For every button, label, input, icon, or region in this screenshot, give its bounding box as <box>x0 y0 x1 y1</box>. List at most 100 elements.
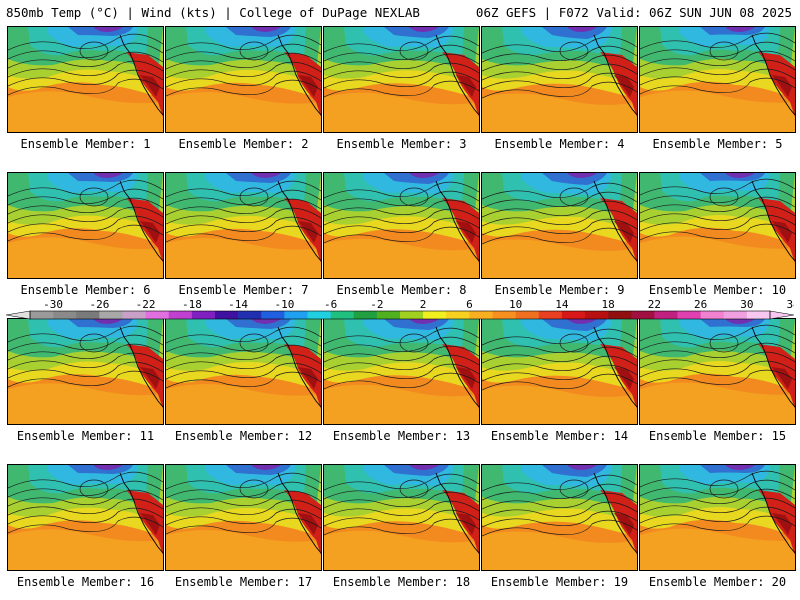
colorbar-tick-label: 2 <box>420 298 427 311</box>
ensemble-map <box>481 318 638 425</box>
colorbar-swatch <box>238 311 262 319</box>
colorbar-tick-label: 26 <box>694 298 707 311</box>
colorbar-swatch <box>723 311 748 319</box>
ensemble-member-label: Ensemble Member: 11 <box>16 429 155 443</box>
ensemble-map <box>323 26 480 133</box>
ensemble-map <box>323 464 480 571</box>
colorbar-swatch <box>538 311 563 319</box>
map-image <box>640 465 795 570</box>
colorbar-swatch <box>307 311 331 319</box>
ensemble-member-label: Ensemble Member: 8 <box>336 283 467 297</box>
header-title: 850mb Temp (°C) | Wind (kts) | College o… <box>6 5 420 20</box>
colorbar-swatch <box>330 311 355 319</box>
ensemble-map <box>323 318 480 425</box>
ensemble-map <box>165 26 322 133</box>
colorbar-tick-label: 34 <box>786 298 794 311</box>
colorbar-min-arrow <box>6 310 31 320</box>
colorbar-swatch <box>746 311 771 319</box>
colorbar-tick-label: 30 <box>740 298 753 311</box>
ensemble-map <box>7 172 164 279</box>
ensemble-panel: Ensemble Member: 14 <box>481 318 640 443</box>
ensemble-panel: Ensemble Member: 11 <box>7 318 166 443</box>
ensemble-panel: Ensemble Member: 17 <box>165 464 324 589</box>
ensemble-panel: Ensemble Member: 15 <box>639 318 798 443</box>
ensemble-panel: Ensemble Member: 19 <box>481 464 640 589</box>
ensemble-panel: Ensemble Member: 7 <box>165 172 324 297</box>
map-image <box>8 319 163 424</box>
colorbar-swatch <box>700 311 725 319</box>
colorbar-swatch <box>284 311 308 319</box>
ensemble-member-label: Ensemble Member: 15 <box>648 429 787 443</box>
map-image <box>482 319 637 424</box>
map-image <box>166 27 321 132</box>
ensemble-map <box>7 464 164 571</box>
colorbar-tick-label: -2 <box>370 298 383 311</box>
colorbar-swatch <box>53 311 77 319</box>
ensemble-member-label: Ensemble Member: 2 <box>178 137 309 151</box>
colorbar-tick-label: 14 <box>555 298 569 311</box>
colorbar-swatch <box>423 311 447 319</box>
ensemble-map <box>165 464 322 571</box>
ensemble-map <box>165 172 322 279</box>
colorbar-swatch <box>353 311 378 319</box>
colorbar-swatch <box>446 311 470 319</box>
ensemble-panel: Ensemble Member: 13 <box>323 318 482 443</box>
ensemble-panel: Ensemble Member: 20 <box>639 464 798 589</box>
colorbar-swatch <box>585 311 609 319</box>
colorbar-tick-label: 22 <box>648 298 661 311</box>
map-image <box>482 465 637 570</box>
colorbar-swatch <box>122 311 146 319</box>
ensemble-panel: Ensemble Member: 12 <box>165 318 324 443</box>
colorbar-swatch <box>631 311 655 319</box>
map-image <box>324 465 479 570</box>
colorbar-swatch <box>30 311 54 319</box>
colorbar-swatch <box>261 311 285 319</box>
ensemble-member-label: Ensemble Member: 18 <box>332 575 471 589</box>
ensemble-map <box>639 172 796 279</box>
colorbar-swatch <box>654 311 678 319</box>
map-image <box>640 27 795 132</box>
ensemble-member-label: Ensemble Member: 4 <box>494 137 625 151</box>
ensemble-panel: Ensemble Member: 4 <box>481 26 640 151</box>
ensemble-map <box>165 318 322 425</box>
ensemble-panel: Ensemble Member: 8 <box>323 172 482 297</box>
ensemble-member-label: Ensemble Member: 10 <box>648 283 787 297</box>
colorbar-max-arrow <box>769 310 794 320</box>
ensemble-member-label: Ensemble Member: 6 <box>20 283 151 297</box>
map-image <box>324 27 479 132</box>
ensemble-map <box>639 464 796 571</box>
ensemble-member-label: Ensemble Member: 5 <box>652 137 783 151</box>
ensemble-map <box>481 464 638 571</box>
ensemble-panel: Ensemble Member: 9 <box>481 172 640 297</box>
colorbar-tick-label: 10 <box>509 298 522 311</box>
colorbar-swatch <box>99 311 123 319</box>
colorbar-swatch <box>515 311 540 319</box>
ensemble-panel: Ensemble Member: 3 <box>323 26 482 151</box>
ensemble-map <box>639 318 796 425</box>
ensemble-member-label: Ensemble Member: 14 <box>490 429 629 443</box>
colorbar-swatch <box>168 311 193 319</box>
colorbar-swatch <box>376 311 401 319</box>
ensemble-member-label: Ensemble Member: 16 <box>16 575 155 589</box>
ensemble-panel: Ensemble Member: 18 <box>323 464 482 589</box>
map-image <box>166 465 321 570</box>
ensemble-member-label: Ensemble Member: 7 <box>178 283 309 297</box>
colorbar-swatch <box>191 311 216 319</box>
ensemble-member-label: Ensemble Member: 12 <box>174 429 313 443</box>
map-image <box>324 319 479 424</box>
colorbar-swatch <box>561 311 586 319</box>
ensemble-member-label: Ensemble Member: 17 <box>174 575 313 589</box>
colorbar-tick-label: -22 <box>136 298 156 311</box>
colorbar-swatch <box>608 311 632 319</box>
colorbar-swatch <box>492 311 516 319</box>
map-image <box>324 173 479 278</box>
ensemble-member-label: Ensemble Member: 20 <box>648 575 787 589</box>
map-image <box>640 319 795 424</box>
ensemble-map <box>323 172 480 279</box>
map-image <box>166 173 321 278</box>
colorbar-tick-label: -30 <box>43 298 63 311</box>
colorbar-swatch <box>76 311 100 319</box>
colorbar-tick-label: 6 <box>466 298 473 311</box>
ensemble-map <box>639 26 796 133</box>
colorbar-swatch <box>400 311 424 319</box>
